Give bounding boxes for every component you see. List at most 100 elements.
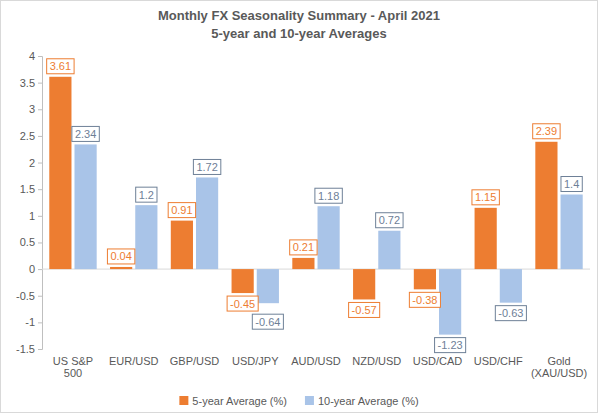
data-label: 1.2 [139,189,154,201]
x-tick-label: USD/CAD [413,355,463,367]
data-label-box [349,302,380,317]
y-tick: 2 [29,157,42,169]
data-labels: 3.61 2.34 0.04 1.2 0.91 1.72 -0.45-0.64 0.21 1.1… [47,59,583,353]
x-axis: US S&P500 EUR/USD GBP/USD USD/JPY AUD/USD NZD… [53,349,587,379]
bar [110,267,132,269]
legend-item: 10-year Average (%) [305,395,419,407]
data-label: 3.61 [50,60,71,72]
y-tick-label: 1.5 [20,183,35,195]
data-label-group: 0.91 [168,203,195,218]
data-label-box [290,240,317,255]
bar [257,269,279,303]
data-label-group: -1.23 [435,338,466,353]
data-label-box [227,296,258,311]
chart-title: Monthly FX Seasonality Summary - April 2… [158,8,440,23]
data-label: 2.39 [536,125,557,137]
y-tick-mark [38,216,42,217]
x-tick-label: EUR/USD [109,355,159,367]
data-label-box [495,306,526,321]
data-label: 1.4 [564,178,579,190]
y-tick-mark [38,83,42,84]
x-tick: Gold(XAU/USD) [531,349,587,379]
data-label: -0.64 [255,316,280,328]
bar [353,269,375,299]
data-label: -0.38 [412,294,437,306]
legend-label: 5-year Average (%) [192,395,287,407]
data-label-group: -0.57 [349,302,380,317]
bar [318,206,340,269]
data-label-box [107,249,134,264]
bar [49,77,71,269]
data-label-group: 0.04 [107,249,134,264]
bars [49,77,582,335]
y-tick: 4 [29,50,42,62]
data-label-group: 0.21 [290,240,317,255]
data-label-group: 2.34 [72,126,99,141]
data-label: -0.57 [352,304,377,316]
data-label-group: 1.18 [315,188,342,203]
data-label-group: -0.38 [409,292,440,307]
data-label-box [409,292,440,307]
bar [439,269,461,335]
y-tick: 0 [29,263,42,275]
y-tick: 1 [29,210,42,222]
x-tick: AUD/USD [291,349,341,367]
bar [475,208,497,269]
data-label: 1.15 [475,191,496,203]
y-tick-label: 3.5 [20,77,35,89]
y-tick-mark [38,56,42,57]
x-tick: GBP/USD [170,349,220,367]
y-tick-label: 1 [29,210,35,222]
data-label-group: 2.39 [533,124,560,139]
data-label: -0.63 [498,307,523,319]
y-tick-label: 2 [29,157,35,169]
data-label-box [561,177,582,192]
data-label: -0.45 [230,298,255,310]
x-tick-label: US S&P500 [53,355,93,380]
chart-frame [1,1,598,413]
y-tick: -1 [25,316,42,328]
data-label: 1.72 [196,161,217,173]
y-tick-mark [38,109,42,110]
x-tick: NZD/USD [352,349,401,367]
data-label-box [315,188,342,203]
y-tick-mark [38,189,42,190]
data-label-box [533,124,560,139]
bar [135,205,157,269]
y-tick: 0.5 [20,236,42,248]
bar [535,142,557,269]
y-tick-mark [38,163,42,164]
data-label-group: 1.15 [472,190,499,205]
chart-subtitle: 5-year and 10-year Averages [211,26,386,41]
bar [171,221,193,269]
data-label-group: 1.2 [136,187,157,202]
y-tick: -1.5 [16,343,42,355]
data-label: 0.21 [293,241,314,253]
y-tick: 3 [29,103,42,115]
data-label: 0.91 [171,204,192,216]
y-tick-label: -1 [25,316,35,328]
data-label-group: 1.4 [561,177,582,192]
y-tick-label: 2.5 [20,130,35,142]
y-tick-mark [38,296,42,297]
y-tick-mark [38,349,42,350]
y-tick: 3.5 [20,77,42,89]
y-tick-mark [38,242,42,243]
data-label-group: -0.63 [495,306,526,321]
bar [292,258,314,269]
data-label-box [136,187,157,202]
x-tick: EUR/USD [109,349,159,367]
data-label-box [435,338,466,353]
legend-swatch [179,396,188,405]
bar [232,269,254,293]
data-label-box [72,126,99,141]
x-tick: USD/CAD [413,349,463,367]
y-tick-mark [38,322,42,323]
bar [414,269,436,289]
y-tick: 1.5 [20,183,42,195]
y-tick-label: 4 [29,50,35,62]
legend-label: 10-year Average (%) [318,395,419,407]
y-tick-mark [38,136,42,137]
bar [500,269,522,303]
x-tick-label: USD/JPY [232,355,279,367]
